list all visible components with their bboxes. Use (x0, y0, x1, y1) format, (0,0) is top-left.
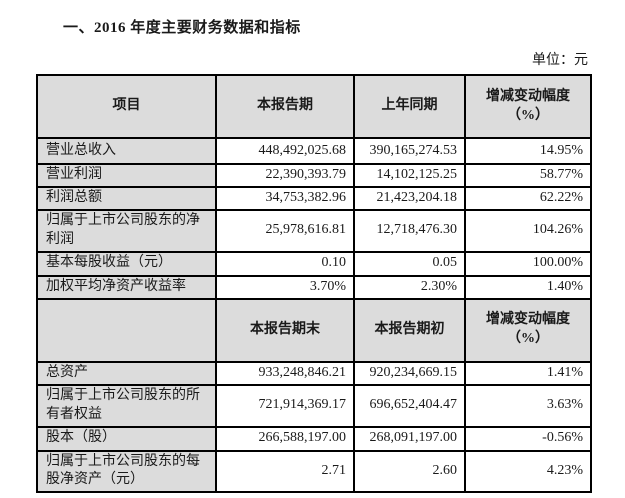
table-row-total-profit: 利润总额 34,753,382.96 21,423,204.18 62.22% (36, 186, 592, 211)
table-row-basic-eps: 基本每股收益（元） 0.10 0.05 100.00% (36, 250, 592, 277)
change-header-line2: （%） (507, 331, 549, 347)
cell-change-value: 1.41% (464, 360, 592, 386)
cell-current-value: 34,753,382.96 (215, 186, 355, 211)
cell-prior-value: 390,165,274.53 (353, 137, 466, 165)
cell-prior-value: 21,423,204.18 (353, 186, 466, 211)
cell-item-label: 股本（股） (36, 425, 217, 452)
cell-item-label: 基本每股收益（元） (36, 250, 217, 277)
cell-item-label: 总资产 (36, 360, 217, 386)
cell-current-value: 721,914,369.17 (215, 383, 355, 428)
cell-prior-value: 2.30% (353, 274, 466, 300)
table-header-row-period: 项目 本报告期 上年同期 增减变动幅度 （%） (36, 74, 592, 139)
cell-current-value: 0.10 (215, 250, 355, 277)
table-row-share-capital: 股本（股） 266,588,197.00 268,091,197.00 -0.5… (36, 425, 592, 452)
cell-change-value: 4.23% (464, 449, 592, 494)
financial-table: 项目 本报告期 上年同期 增减变动幅度 （%） 营业总收入 448,492,02… (36, 74, 592, 494)
cell-current-value: 266,588,197.00 (215, 425, 355, 452)
cell-prior-value: 12,718,476.30 (353, 209, 466, 253)
header-cell-period-begin: 本报告期初 (353, 297, 466, 363)
cell-change-value: 58.77% (464, 163, 592, 188)
cell-change-value: -0.56% (464, 425, 592, 452)
cell-prior-value: 268,091,197.00 (353, 425, 466, 452)
header-cell-period-end: 本报告期末 (215, 297, 355, 363)
cell-prior-value: 920,234,669.15 (353, 360, 466, 386)
cell-prior-value: 14,102,125.25 (353, 163, 466, 188)
table-row-owners-equity: 归属于上市公司股东的所有者权益 721,914,369.17 696,652,4… (36, 383, 592, 428)
cell-current-value: 2.71 (215, 449, 355, 494)
section-title: 一、2016 年度主要财务数据和指标 (63, 20, 301, 36)
header-cell-change-pct: 增减变动幅度 （%） (464, 74, 592, 139)
cell-item-label: 归属于上市公司股东的每股净资产（元） (36, 449, 217, 494)
change-header-line1: 增减变动幅度 (486, 312, 570, 328)
header-cell-change-pct: 增减变动幅度 （%） (464, 297, 592, 363)
table-row-net-profit-attributable: 归属于上市公司股东的净利润 25,978,616.81 12,718,476.3… (36, 209, 592, 253)
cell-item-label: 利润总额 (36, 186, 217, 211)
cell-change-value: 104.26% (464, 209, 592, 253)
unit-label: 单位：元 (532, 53, 588, 68)
header-cell-current-period: 本报告期 (215, 74, 355, 139)
cell-current-value: 25,978,616.81 (215, 209, 355, 253)
cell-item-label: 营业总收入 (36, 137, 217, 165)
cell-change-value: 3.63% (464, 383, 592, 428)
cell-change-value: 100.00% (464, 250, 592, 277)
table-row-operating-profit: 营业利润 22,390,393.79 14,102,125.25 58.77% (36, 163, 592, 188)
cell-change-value: 14.95% (464, 137, 592, 165)
cell-item-label: 加权平均净资产收益率 (36, 274, 217, 300)
cell-change-value: 62.22% (464, 186, 592, 211)
cell-current-value: 3.70% (215, 274, 355, 300)
table-row-net-assets-per-share: 归属于上市公司股东的每股净资产（元） 2.71 2.60 4.23% (36, 449, 592, 494)
cell-change-value: 1.40% (464, 274, 592, 300)
table-row-total-assets: 总资产 933,248,846.21 920,234,669.15 1.41% (36, 360, 592, 386)
cell-prior-value: 0.05 (353, 250, 466, 277)
header-cell-empty (36, 297, 217, 363)
header-cell-item: 项目 (36, 74, 217, 139)
cell-item-label: 归属于上市公司股东的所有者权益 (36, 383, 217, 428)
change-header-line1: 增减变动幅度 (486, 88, 570, 104)
cell-item-label: 营业利润 (36, 163, 217, 188)
table-row-total-revenue: 营业总收入 448,492,025.68 390,165,274.53 14.9… (36, 137, 592, 165)
header-cell-prior-period: 上年同期 (353, 74, 466, 139)
table-header-row-balance: 本报告期末 本报告期初 增减变动幅度 （%） (36, 297, 592, 363)
cell-current-value: 22,390,393.79 (215, 163, 355, 188)
change-header-line2: （%） (507, 107, 549, 123)
cell-current-value: 933,248,846.21 (215, 360, 355, 386)
cell-prior-value: 2.60 (353, 449, 466, 494)
cell-current-value: 448,492,025.68 (215, 137, 355, 165)
cell-item-label: 归属于上市公司股东的净利润 (36, 209, 217, 253)
table-row-weighted-avg-roe: 加权平均净资产收益率 3.70% 2.30% 1.40% (36, 274, 592, 300)
cell-prior-value: 696,652,404.47 (353, 383, 466, 428)
